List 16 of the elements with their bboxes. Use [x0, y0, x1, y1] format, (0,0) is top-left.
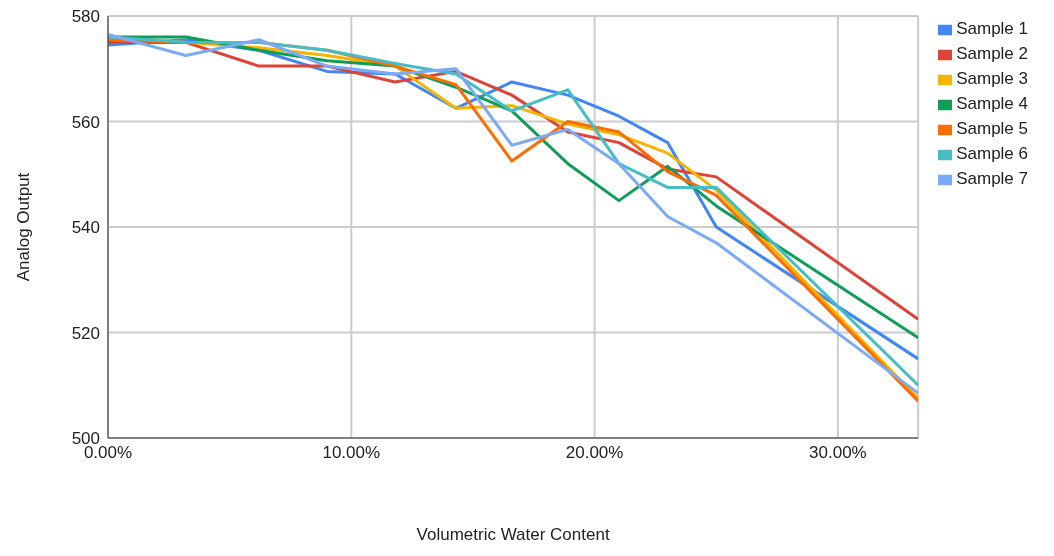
- legend-label: Sample 6: [956, 144, 1028, 163]
- legend-label: Sample 7: [956, 169, 1028, 188]
- x-tick-label: 10.00%: [322, 443, 381, 463]
- x-tick-label: 30.00%: [809, 443, 867, 463]
- x-axis-title: Volumetric Water Content: [416, 525, 610, 545]
- legend-label: Sample 2: [956, 44, 1028, 63]
- legend-label: Sample 1: [956, 19, 1028, 38]
- legend-label: Sample 4: [956, 94, 1028, 113]
- legend-label: Sample 5: [956, 119, 1028, 138]
- y-tick-label: 560: [71, 112, 100, 132]
- y-tick-label: 580: [71, 7, 100, 27]
- y-axis-title: Analog Output: [14, 172, 34, 282]
- x-tick-label: 20.00%: [565, 443, 624, 463]
- y-tick-label: 520: [71, 323, 100, 343]
- legend-label: Sample 3: [956, 69, 1028, 88]
- y-tick-label: 540: [71, 218, 100, 238]
